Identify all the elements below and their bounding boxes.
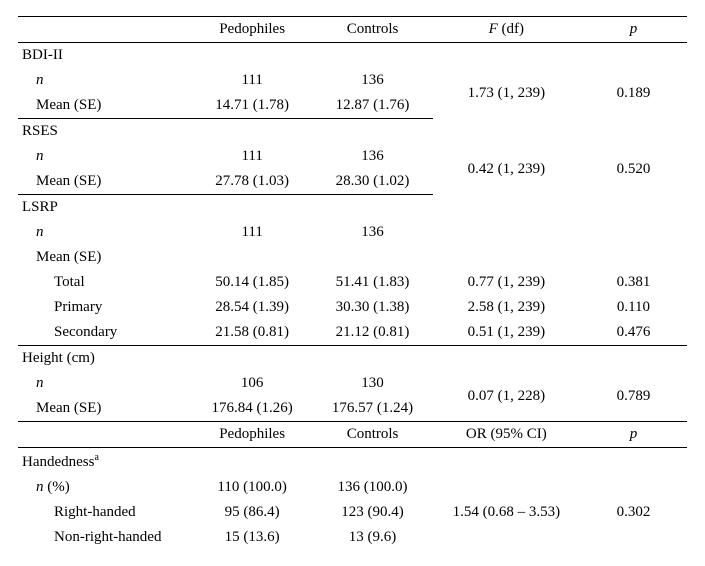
lsrp-secondary-ctrl: 21.12 (0.81) bbox=[312, 320, 432, 346]
hand-title: Handednessa bbox=[18, 448, 192, 476]
lsrp-title: LSRP bbox=[18, 195, 192, 221]
height-n-ctrl: 130 bbox=[312, 371, 432, 396]
lsrp-secondary-ped: 21.58 (0.81) bbox=[192, 320, 312, 346]
lsrp-n-label: n bbox=[18, 220, 192, 245]
table-row: Primary 28.54 (1.39) 30.30 (1.38) 2.58 (… bbox=[18, 295, 687, 320]
rses-F: 0.42 (1, 239) bbox=[433, 144, 580, 195]
stats-table: Pedophiles Controls F (df) p BDI-II n 11… bbox=[18, 16, 687, 550]
lsrp-primary-F: 2.58 (1, 239) bbox=[433, 295, 580, 320]
table-header-2: Pedophiles Controls OR (95% CI) p bbox=[18, 422, 687, 448]
height-p: 0.789 bbox=[580, 371, 687, 422]
table-row: n (%) 110 (100.0) 136 (100.0) 1.54 (0.68… bbox=[18, 475, 687, 500]
rses-mean-ctrl: 28.30 (1.02) bbox=[312, 169, 432, 195]
bdi-mean-label: Mean (SE) bbox=[18, 93, 192, 119]
rses-mean-ped: 27.78 (1.03) bbox=[192, 169, 312, 195]
table-row: Height (cm) bbox=[18, 346, 687, 372]
col-p: p bbox=[580, 17, 687, 43]
lsrp-mean-label: Mean (SE) bbox=[18, 245, 192, 270]
bdi-title: BDI-II bbox=[18, 43, 192, 69]
bdi-p: 0.189 bbox=[580, 68, 687, 119]
col-controls-2: Controls bbox=[312, 422, 432, 448]
table-row: n 106 130 0.07 (1, 228) 0.789 bbox=[18, 371, 687, 396]
hand-right-ped: 95 (86.4) bbox=[192, 500, 312, 525]
table-row: RSES bbox=[18, 119, 687, 145]
height-F: 0.07 (1, 228) bbox=[433, 371, 580, 422]
table-row: Total 50.14 (1.85) 51.41 (1.83) 0.77 (1,… bbox=[18, 270, 687, 295]
hand-p: 0.302 bbox=[580, 475, 687, 550]
table-row: n 111 136 bbox=[18, 220, 687, 245]
height-mean-ctrl: 176.57 (1.24) bbox=[312, 396, 432, 422]
lsrp-total-F: 0.77 (1, 239) bbox=[433, 270, 580, 295]
bdi-n-label: n bbox=[18, 68, 192, 93]
bdi-mean-ped: 14.71 (1.78) bbox=[192, 93, 312, 119]
hand-nonright-label: Non-right-handed bbox=[18, 525, 192, 550]
bdi-n-ctrl: 136 bbox=[312, 68, 432, 93]
table-row: BDI-II bbox=[18, 43, 687, 69]
lsrp-total-ped: 50.14 (1.85) bbox=[192, 270, 312, 295]
rses-p: 0.520 bbox=[580, 144, 687, 195]
lsrp-total-label: Total bbox=[18, 270, 192, 295]
lsrp-total-p: 0.381 bbox=[580, 270, 687, 295]
hand-nonright-ctrl: 13 (9.6) bbox=[312, 525, 432, 550]
rses-mean-label: Mean (SE) bbox=[18, 169, 192, 195]
lsrp-total-ctrl: 51.41 (1.83) bbox=[312, 270, 432, 295]
col-or: OR (95% CI) bbox=[433, 422, 580, 448]
table-header-1: Pedophiles Controls F (df) p bbox=[18, 17, 687, 43]
bdi-F: 1.73 (1, 239) bbox=[433, 68, 580, 119]
height-n-label: n bbox=[18, 371, 192, 396]
bdi-mean-ctrl: 12.87 (1.76) bbox=[312, 93, 432, 119]
table-row: Handednessa bbox=[18, 448, 687, 476]
table-row: LSRP bbox=[18, 195, 687, 221]
lsrp-n-ped: 111 bbox=[192, 220, 312, 245]
hand-n-label: n (%) bbox=[18, 475, 192, 500]
col-p-2: p bbox=[580, 422, 687, 448]
hand-or: 1.54 (0.68 – 3.53) bbox=[433, 475, 580, 550]
bdi-n-ped: 111 bbox=[192, 68, 312, 93]
col-stat: F (df) bbox=[433, 17, 580, 43]
hand-nonright-ped: 15 (13.6) bbox=[192, 525, 312, 550]
table-row: Secondary 21.58 (0.81) 21.12 (0.81) 0.51… bbox=[18, 320, 687, 346]
height-n-ped: 106 bbox=[192, 371, 312, 396]
table-row: n 111 136 1.73 (1, 239) 0.189 bbox=[18, 68, 687, 93]
lsrp-secondary-label: Secondary bbox=[18, 320, 192, 346]
height-mean-ped: 176.84 (1.26) bbox=[192, 396, 312, 422]
height-mean-label: Mean (SE) bbox=[18, 396, 192, 422]
col-pedophiles-2: Pedophiles bbox=[192, 422, 312, 448]
lsrp-primary-label: Primary bbox=[18, 295, 192, 320]
table-row: n 111 136 0.42 (1, 239) 0.520 bbox=[18, 144, 687, 169]
height-title: Height (cm) bbox=[18, 346, 192, 372]
hand-n-ctrl: 136 (100.0) bbox=[312, 475, 432, 500]
col-pedophiles: Pedophiles bbox=[192, 17, 312, 43]
hand-n-ped: 110 (100.0) bbox=[192, 475, 312, 500]
rses-n-ctrl: 136 bbox=[312, 144, 432, 169]
lsrp-primary-p: 0.110 bbox=[580, 295, 687, 320]
table-row: Mean (SE) bbox=[18, 245, 687, 270]
rses-n-label: n bbox=[18, 144, 192, 169]
lsrp-secondary-F: 0.51 (1, 239) bbox=[433, 320, 580, 346]
lsrp-primary-ctrl: 30.30 (1.38) bbox=[312, 295, 432, 320]
rses-n-ped: 111 bbox=[192, 144, 312, 169]
hand-right-label: Right-handed bbox=[18, 500, 192, 525]
col-controls: Controls bbox=[312, 17, 432, 43]
rses-title: RSES bbox=[18, 119, 192, 145]
hand-right-ctrl: 123 (90.4) bbox=[312, 500, 432, 525]
lsrp-primary-ped: 28.54 (1.39) bbox=[192, 295, 312, 320]
lsrp-n-ctrl: 136 bbox=[312, 220, 432, 245]
lsrp-secondary-p: 0.476 bbox=[580, 320, 687, 346]
